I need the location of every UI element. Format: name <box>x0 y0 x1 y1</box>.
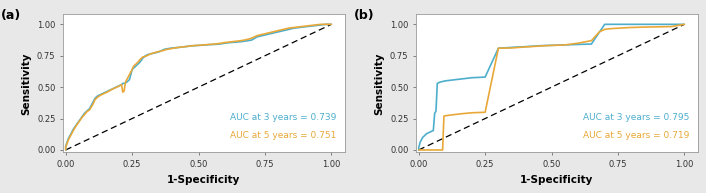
Text: (b): (b) <box>354 9 375 22</box>
Y-axis label: Sensitivity: Sensitivity <box>374 52 384 115</box>
X-axis label: 1-Specificity: 1-Specificity <box>167 175 241 185</box>
Text: AUC at 3 years = 0.795: AUC at 3 years = 0.795 <box>583 113 689 122</box>
X-axis label: 1-Specificity: 1-Specificity <box>520 175 594 185</box>
Text: AUC at 5 years = 0.751: AUC at 5 years = 0.751 <box>230 131 336 140</box>
Text: AUC at 5 years = 0.719: AUC at 5 years = 0.719 <box>583 131 689 140</box>
Text: AUC at 3 years = 0.739: AUC at 3 years = 0.739 <box>230 113 336 122</box>
Text: (a): (a) <box>1 9 21 22</box>
Y-axis label: Sensitivity: Sensitivity <box>21 52 31 115</box>
